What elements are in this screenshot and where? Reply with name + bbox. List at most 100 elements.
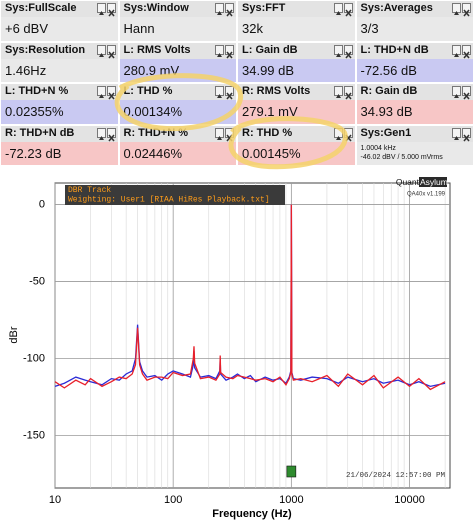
readout-panel: R: RMS Volts 279.1 mV: [237, 83, 356, 125]
x-tick-label: 10000: [394, 494, 425, 506]
panel-value: 34.93 dB: [360, 104, 413, 119]
panel-label: L: THD+N %: [1, 84, 118, 100]
panel-label: Sys:FFT: [238, 1, 355, 17]
panel-label: L: RMS Volts: [119, 42, 236, 59]
plot-frame: [54, 182, 451, 489]
panel-close-button[interactable]: [225, 127, 234, 141]
panel-details: 1.0004 kHz -46.02 dBV / 5.000 mVrms: [357, 142, 474, 166]
panel-value: -72.56 dB: [360, 62, 417, 78]
readout-panel: Sys:Resolution 1.46Hz: [0, 41, 119, 83]
annotation-box: [65, 185, 285, 205]
panel-value: 0.02446%: [123, 145, 183, 161]
panel-close-button[interactable]: [106, 44, 116, 58]
readout-panel: L: THD+N dB -72.56 dB: [355, 41, 474, 83]
panel-menu-button[interactable]: [96, 3, 106, 15]
readout-panel: R: Gain dB 34.93 dB: [355, 83, 474, 125]
panel-menu-button[interactable]: [333, 86, 343, 98]
x-axis-label: Frequency (Hz): [212, 508, 292, 520]
x-tick-label: 1000: [279, 494, 303, 506]
panel-close-button[interactable]: [106, 86, 116, 100]
panel-value: 1.46Hz: [5, 62, 47, 78]
panel-menu-button[interactable]: [452, 3, 461, 15]
panel-menu-button[interactable]: [215, 44, 224, 57]
logo-text: Asylum: [420, 177, 448, 187]
panel-menu-button[interactable]: [96, 86, 106, 98]
annotation-text: DBR Track: [68, 186, 111, 195]
panel-close-button[interactable]: [106, 127, 116, 141]
readout-panel: L: THD % 0.00134%: [118, 83, 237, 125]
readout-panel: R: THD+N % 0.02446%: [118, 124, 237, 166]
panel-menu-button[interactable]: [96, 44, 106, 57]
panel-detail-line: 1.0004 kHz: [360, 144, 396, 152]
readout-panel: Sys:Gen1 1.0004 kHz -46.02 dBV / 5.000 mVr…: [355, 124, 474, 166]
panel-value: 34.99 dB: [242, 62, 295, 78]
panel-value: 0.00145%: [242, 145, 301, 161]
y-tick-label: 0: [39, 198, 45, 210]
panel-label: Sys:Averages: [356, 1, 473, 17]
x-tick-label: 10: [49, 494, 61, 506]
panel-close-button[interactable]: [225, 3, 234, 17]
frequency-marker: [286, 465, 297, 478]
x-tick-label: 100: [164, 494, 182, 506]
panel-value: 0.00134%: [123, 104, 183, 119]
panel-close-button[interactable]: [343, 3, 353, 17]
y-tick-label: -150: [23, 430, 45, 442]
panel-close-button[interactable]: [462, 127, 471, 141]
panel-close-button[interactable]: [225, 44, 234, 58]
version-text: QA40x v1.199: [407, 192, 446, 198]
y-axis-label: dBr: [8, 326, 20, 343]
timestamp: 21/06/2024 12:57:00 PM: [346, 472, 446, 480]
panel-menu-button[interactable]: [333, 3, 343, 15]
panel-value: 280.9 mV: [123, 62, 180, 78]
panel-close-button[interactable]: [462, 3, 471, 17]
panel-value: +6 dBV: [5, 21, 49, 36]
panel-value: 279.1 mV: [242, 104, 298, 119]
panel-menu-button[interactable]: [215, 3, 224, 15]
readout-panel: R: THD+N dB -72.23 dB: [0, 124, 119, 166]
panel-label: R: RMS Volts: [238, 84, 355, 100]
readout-panel: Sys:FullScale +6 dBV: [0, 0, 119, 42]
panel-close-button[interactable]: [343, 86, 353, 100]
readout-panel: R: THD % 0.00145%: [237, 124, 356, 166]
annotation-text: Weighting: User1 [RIAA HiRes Playback.tx…: [68, 196, 270, 205]
panel-menu-button[interactable]: [333, 44, 343, 57]
panel-value: -72.23 dB: [5, 145, 62, 161]
panel-label: Sys:FullScale: [1, 1, 118, 17]
readout-panel: Sys:Window Hann: [118, 0, 237, 42]
y-tick-label: -50: [29, 275, 45, 287]
panel-menu-button[interactable]: [333, 127, 343, 140]
readout-panel: L: THD+N % 0.02355%: [0, 83, 119, 125]
panel-close-button[interactable]: [225, 86, 234, 100]
panel-value: 0.02355%: [5, 104, 64, 119]
panel-menu-button[interactable]: [215, 127, 224, 140]
panel-value: 3/3: [360, 21, 379, 36]
panel-close-button[interactable]: [462, 86, 471, 100]
panel-label: L: Gain dB: [238, 42, 355, 59]
panel-label: R: THD+N dB: [1, 125, 118, 142]
panel-label: Sys:Gen1: [356, 125, 473, 142]
panel-label: Sys:Resolution: [1, 42, 118, 59]
panel-menu-button[interactable]: [452, 86, 461, 98]
y-tick-label: -100: [23, 353, 45, 365]
spectrum-line: [54, 204, 446, 391]
readout-panel: L: Gain dB 34.99 dB: [237, 41, 356, 83]
panel-close-button[interactable]: [343, 127, 353, 141]
panel-value: 32k: [242, 21, 263, 36]
panel-detail-line: -46.02 dBV / 5.000 mVrms: [360, 153, 443, 161]
logo-text: Quant: [396, 177, 420, 187]
panel-menu-button[interactable]: [452, 127, 461, 140]
readout-panel: Sys:Averages 3/3: [355, 0, 474, 42]
panel-close-button[interactable]: [343, 44, 353, 58]
panel-label: L: THD+N dB: [356, 42, 473, 59]
panel-value: Hann: [123, 21, 155, 36]
panel-menu-button[interactable]: [452, 44, 461, 57]
panel-close-button[interactable]: [106, 3, 116, 17]
panel-label: Sys:Window: [119, 1, 236, 17]
panel-menu-button[interactable]: [96, 127, 106, 140]
panel-label: R: Gain dB: [356, 84, 473, 100]
panel-menu-button[interactable]: [215, 86, 224, 98]
readout-panel: L: RMS Volts 280.9 mV: [118, 41, 237, 83]
panel-close-button[interactable]: [462, 44, 471, 58]
readout-panel: Sys:FFT 32k: [237, 0, 356, 42]
